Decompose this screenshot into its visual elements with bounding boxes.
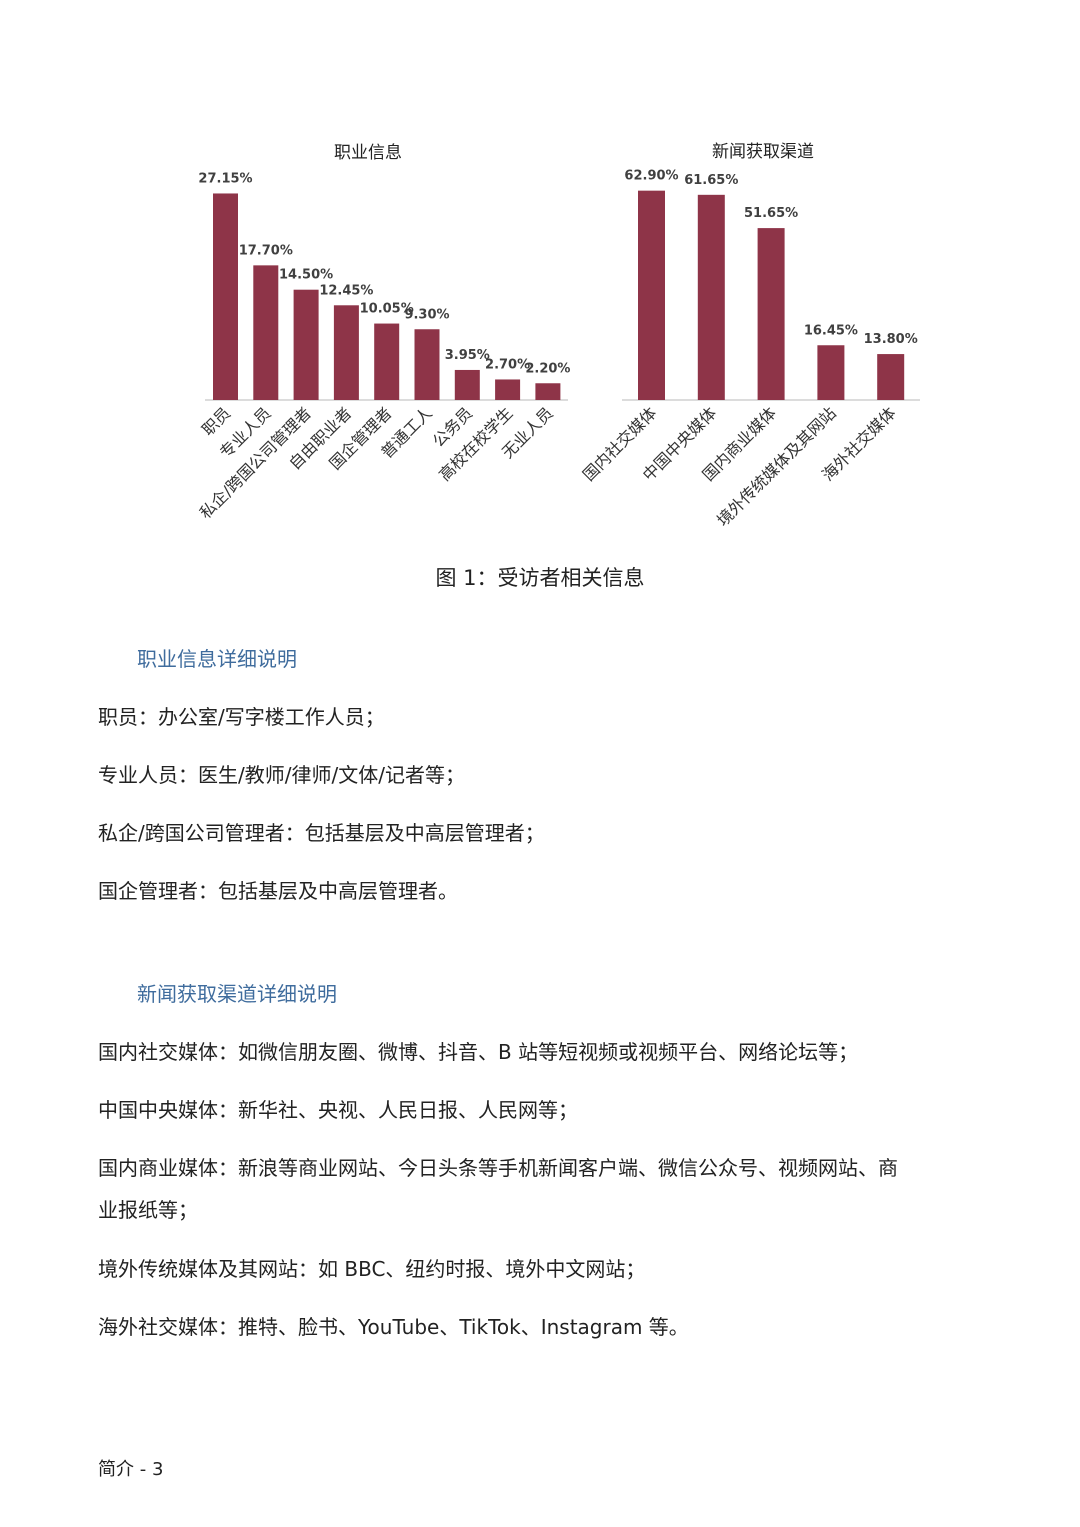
definition-line: 国企管理者：包括基层及中高层管理者。 bbox=[98, 875, 458, 904]
category-tick-label: 境外传统媒体及其网站 bbox=[713, 403, 840, 530]
bar bbox=[414, 329, 440, 400]
definition-line: 国内商业媒体：新浪等商业网站、今日头条等手机新闻客户端、微信公众号、视频网站、商 bbox=[98, 1152, 898, 1181]
bar bbox=[374, 323, 400, 400]
description: ：医生/教师/律师/文体/记者等； bbox=[178, 763, 465, 787]
bar bbox=[454, 369, 480, 400]
term: 海外社交媒体 bbox=[98, 1315, 218, 1339]
term: 国企管理者 bbox=[98, 879, 198, 903]
description: ：包括基层及中高层管理者； bbox=[284, 821, 545, 845]
bar bbox=[495, 379, 521, 400]
data-label: 61.65% bbox=[684, 173, 738, 188]
term: 职员 bbox=[98, 705, 138, 729]
data-label: 9.30% bbox=[404, 307, 449, 322]
term: 中国中央媒体 bbox=[98, 1098, 218, 1122]
definition-line: 海外社交媒体：推特、脸书、YouTube、TikTok、Instagram 等。 bbox=[98, 1311, 689, 1340]
bar bbox=[697, 194, 725, 400]
definition-line: 中国中央媒体：新华社、央视、人民日报、人民网等； bbox=[98, 1094, 578, 1123]
definition-line: 国内社交媒体：如微信朋友圈、微博、抖音、B 站等短视频或视频平台、网络论坛等； bbox=[98, 1036, 858, 1065]
chart-title: 职业信息 bbox=[334, 143, 402, 163]
data-label: 12.45% bbox=[319, 283, 373, 298]
definition-line: 境外传统媒体及其网站：如 BBC、纽约时报、境外中文网站； bbox=[98, 1253, 645, 1282]
description: ：如 BBC、纽约时报、境外中文网站； bbox=[298, 1257, 646, 1281]
data-label: 2.70% bbox=[485, 357, 530, 372]
data-label: 16.45% bbox=[804, 323, 858, 338]
section-heading-news-channels: 新闻获取渠道详细说明 bbox=[137, 982, 337, 1006]
data-label: 62.90% bbox=[624, 169, 678, 184]
data-label: 51.65% bbox=[744, 206, 798, 221]
data-label: 14.50% bbox=[279, 268, 333, 283]
definition-line-continued: 业报纸等； bbox=[98, 1198, 198, 1222]
term: 国内社交媒体 bbox=[98, 1040, 218, 1064]
data-label: 27.15% bbox=[198, 171, 252, 186]
term: 私企/跨国公司管理者 bbox=[98, 821, 285, 845]
bar bbox=[333, 305, 359, 400]
term: 境外传统媒体及其网站 bbox=[98, 1257, 298, 1281]
description: ：办公室/写字楼工作人员； bbox=[138, 705, 385, 729]
chart-title: 新闻获取渠道 bbox=[712, 142, 814, 162]
bar bbox=[757, 228, 785, 400]
data-label: 17.70% bbox=[239, 243, 293, 258]
page-footer: 简介 - 3 bbox=[98, 1459, 164, 1480]
bar bbox=[638, 190, 665, 400]
description: ：新华社、央视、人民日报、人民网等； bbox=[218, 1098, 578, 1122]
category-tick-label: 职员 bbox=[198, 403, 234, 439]
term: 专业人员 bbox=[98, 763, 178, 787]
data-label: 10.05% bbox=[360, 302, 414, 317]
data-label: 3.95% bbox=[445, 348, 490, 363]
data-label: 2.20% bbox=[525, 361, 570, 376]
description: ：新浪等商业网站、今日头条等手机新闻客户端、微信公众号、视频网站、商 bbox=[218, 1156, 898, 1180]
charts: 职业信息27.15%职员17.70%专业人员14.50%私企/跨国公司管理者12… bbox=[196, 142, 920, 530]
term: 国内商业媒体 bbox=[98, 1156, 218, 1180]
bar bbox=[877, 354, 905, 400]
bar bbox=[535, 383, 561, 400]
bar bbox=[293, 289, 319, 400]
definition-line: 专业人员：医生/教师/律师/文体/记者等； bbox=[98, 759, 465, 788]
definition-line: 职员：办公室/写字楼工作人员； bbox=[98, 701, 385, 730]
section-heading-occupation: 职业信息详细说明 bbox=[137, 647, 297, 671]
data-label: 13.80% bbox=[864, 332, 918, 347]
bar bbox=[253, 265, 279, 400]
figure-caption: 图 1：受访者相关信息 bbox=[435, 566, 645, 590]
description: ：包括基层及中高层管理者。 bbox=[198, 879, 458, 903]
definition-line: 私企/跨国公司管理者：包括基层及中高层管理者； bbox=[98, 817, 545, 846]
bar bbox=[213, 193, 238, 400]
description: ：推特、脸书、YouTube、TikTok、Instagram 等。 bbox=[218, 1315, 689, 1339]
description: ：如微信朋友圈、微博、抖音、B 站等短视频或视频平台、网络论坛等； bbox=[218, 1040, 859, 1064]
bar bbox=[817, 345, 845, 400]
